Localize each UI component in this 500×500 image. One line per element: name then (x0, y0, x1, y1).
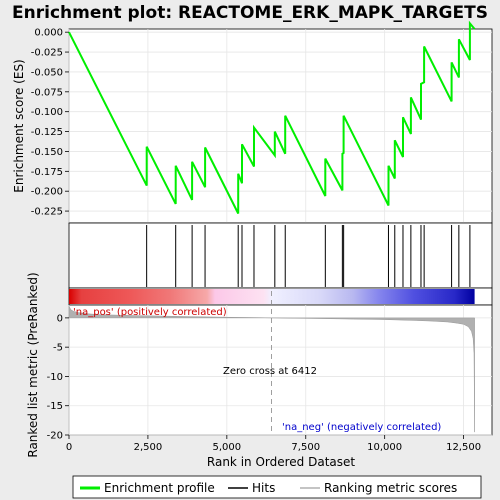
rank-y-tick-label: -20 (47, 431, 63, 442)
x-axis-label: Rank in Ordered Dataset (207, 455, 355, 469)
ranking-metric-area (68, 306, 475, 433)
ranking-heat-bar (69, 289, 475, 304)
rank-y-axis: 0 -5 -10 -15 -20 (47, 313, 69, 442)
es-y-tick-label: -0.050 (31, 67, 63, 78)
es-y-tick-label: -0.150 (31, 147, 63, 158)
es-y-tick-label: -0.100 (31, 107, 63, 118)
rank-y-axis-label: Ranked list metric (PreRanked) (26, 272, 40, 457)
zero-cross-label: Zero cross at 6412 (223, 366, 317, 377)
es-y-tick-label: -0.175 (31, 167, 63, 178)
legend-items: Enrichment profile Hits Ranking metric sco… (80, 481, 457, 495)
x-axis: 0 2,500 5,000 7,500 10,000 12,500 (66, 435, 481, 453)
rank-y-tick-label: -15 (47, 401, 63, 412)
hits-panel (68, 222, 493, 289)
rank-metric-panel (68, 304, 493, 436)
legend (72, 475, 482, 499)
rank-y-tick-label: -10 (47, 372, 63, 383)
x-tick-label: 12,500 (446, 442, 481, 453)
es-y-tick-label: -0.200 (31, 187, 63, 198)
es-y-axis: 0.000 -0.025 -0.050 -0.075 -0.100 -0.125 -0.15… (31, 28, 69, 218)
x-tick-label: 5,000 (213, 442, 242, 453)
negative-correlation-label: 'na_neg' (negatively correlated) (282, 422, 441, 433)
es-y-tick-label: -0.025 (31, 48, 63, 59)
rank-y-tick-label: 0 (57, 313, 63, 324)
rank-y-tick-label: -5 (53, 343, 63, 354)
es-y-tick-label: -0.125 (31, 127, 63, 138)
x-tick-label: 2,500 (134, 442, 163, 453)
x-tick-label: 7,500 (291, 442, 320, 453)
hits-marks (146, 225, 471, 287)
es-y-tick-label: -0.225 (31, 207, 63, 218)
es-grid (68, 29, 492, 223)
es-y-axis-label: Enrichment score (ES) (12, 59, 26, 192)
legend-label: Hits (252, 481, 275, 495)
chart-title: Enrichment plot: REACTOME_ERK_MAPK_TARGE… (12, 3, 488, 23)
x-tick-label: 0 (66, 442, 72, 453)
enrichment-profile-line (68, 20, 476, 214)
legend-label: Enrichment profile (104, 481, 215, 495)
legend-label: Ranking metric scores (324, 481, 457, 495)
es-y-tick-label: 0.000 (34, 28, 63, 39)
es-panel (68, 28, 493, 224)
positive-correlation-label: 'na_pos' (positively correlated) (73, 307, 227, 318)
es-y-tick-label: -0.075 (31, 87, 63, 98)
x-tick-label: 10,000 (367, 442, 402, 453)
